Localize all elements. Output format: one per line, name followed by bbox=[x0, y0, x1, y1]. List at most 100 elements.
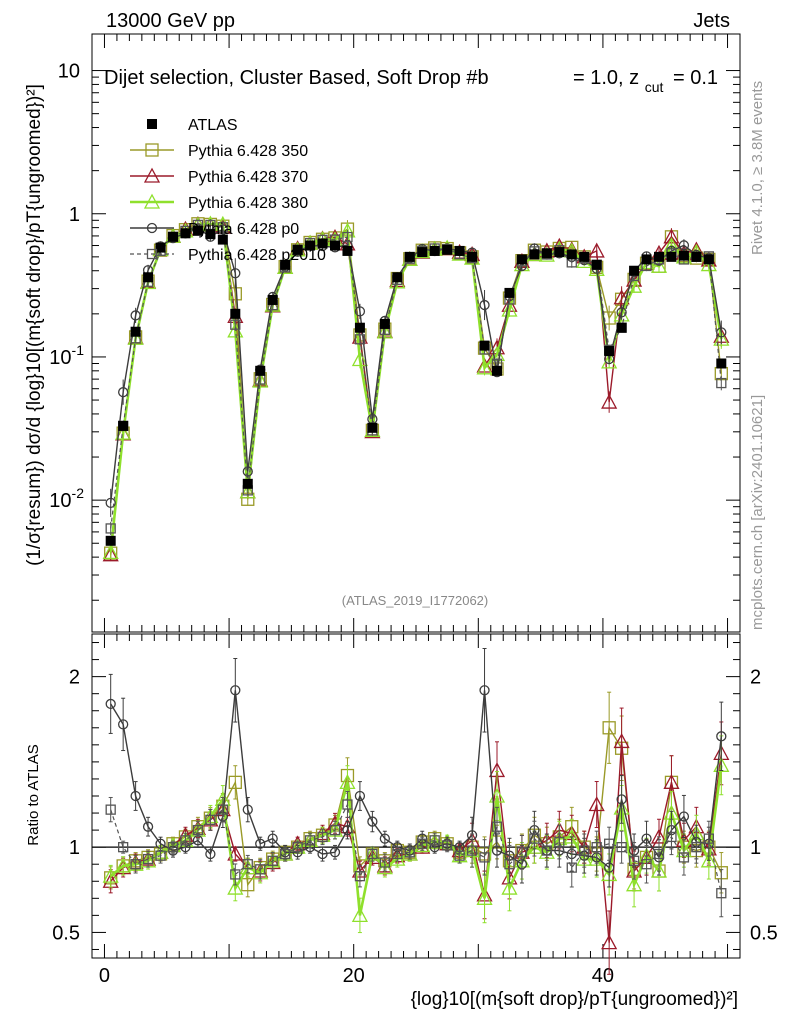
point-atlas bbox=[616, 322, 627, 333]
point-atlas bbox=[155, 242, 166, 253]
y-tick-label-base: 10 bbox=[49, 490, 71, 512]
point-atlas bbox=[267, 294, 278, 305]
y-tick-label-exp: -1 bbox=[72, 342, 85, 358]
y-tick-label-main: 10-1 bbox=[49, 342, 84, 369]
point-main-p380 bbox=[239, 483, 256, 499]
point-ratio-p2010 bbox=[304, 835, 316, 846]
point-ratio-p2010 bbox=[367, 848, 378, 860]
y-tick-label-ratio-right: 2 bbox=[750, 667, 761, 689]
point-ratio-p2010 bbox=[541, 845, 552, 856]
point-atlas bbox=[105, 535, 116, 546]
point-ratio-p2010 bbox=[167, 842, 179, 853]
point-main-p2010 bbox=[354, 334, 366, 345]
point-ratio-p2010 bbox=[192, 824, 204, 836]
point-atlas bbox=[604, 346, 615, 357]
point-ratio-p2010 bbox=[442, 840, 453, 851]
point-main-p380 bbox=[650, 257, 668, 273]
series-line-ratio-p2010 bbox=[110, 802, 722, 894]
point-ratio-p0 bbox=[118, 719, 129, 730]
point-ratio-p2010 bbox=[429, 835, 440, 846]
analysis-id: (ATLAS_2019_I1772062) bbox=[342, 593, 488, 608]
point-ratio-p2010 bbox=[703, 833, 714, 844]
point-ratio-p0 bbox=[255, 838, 266, 849]
point-ratio-p2010 bbox=[491, 821, 503, 832]
x-tick-label: 40 bbox=[592, 965, 614, 987]
point-ratio-p2010 bbox=[479, 852, 490, 863]
point-atlas bbox=[454, 245, 465, 256]
point-atlas bbox=[716, 358, 727, 369]
point-main-p380 bbox=[102, 544, 119, 560]
legend-label-p350: Pythia 6.428 350 bbox=[188, 143, 308, 160]
point-main-p0 bbox=[678, 240, 690, 251]
point-ratio-p2010 bbox=[653, 848, 665, 860]
mcplots-label: mcplots.cern.ch [arXiv:2401.10621] bbox=[749, 395, 766, 630]
point-atlas bbox=[379, 318, 390, 329]
point-atlas bbox=[305, 240, 316, 251]
plot-title-sub: cut bbox=[645, 79, 664, 95]
y-tick-label-main: 1 bbox=[69, 204, 80, 226]
point-atlas bbox=[342, 245, 353, 256]
point-ratio-p2010 bbox=[716, 888, 727, 899]
point-ratio-p0 bbox=[105, 698, 116, 710]
point-ratio-p2010 bbox=[354, 870, 366, 882]
point-ratio-p380 bbox=[501, 879, 518, 895]
legend-marker-atlas bbox=[147, 119, 157, 129]
point-ratio-p380 bbox=[102, 867, 119, 883]
y-tick-label-ratio-right: 1 bbox=[750, 837, 761, 859]
point-atlas bbox=[192, 225, 203, 236]
point-atlas bbox=[492, 365, 502, 376]
point-ratio-p2010 bbox=[392, 848, 403, 860]
point-atlas bbox=[392, 272, 403, 283]
point-atlas bbox=[330, 240, 340, 251]
point-atlas bbox=[629, 265, 640, 276]
point-ratio-p370 bbox=[663, 773, 680, 790]
point-ratio-p0 bbox=[242, 804, 253, 815]
point-ratio-p2010 bbox=[504, 859, 515, 870]
point-main-p0 bbox=[716, 327, 727, 338]
point-ratio-p0 bbox=[716, 731, 727, 742]
point-main-p2010 bbox=[217, 222, 228, 233]
y-tick-label-base: 10 bbox=[49, 347, 71, 369]
point-ratio-p0 bbox=[604, 862, 615, 873]
point-ratio-p2010 bbox=[155, 850, 166, 861]
x-tick-label: 20 bbox=[343, 965, 365, 987]
point-main-p0 bbox=[479, 299, 490, 311]
point-atlas bbox=[217, 234, 228, 245]
point-atlas bbox=[417, 247, 428, 258]
x-axis-title: {log}10[(m{soft drop}/pT{ungroomed})²] bbox=[411, 989, 738, 1010]
point-main-p370 bbox=[588, 242, 605, 258]
legend-label-p370: Pythia 6.428 370 bbox=[188, 169, 308, 186]
point-ratio-p350 bbox=[228, 775, 242, 790]
point-ratio-p350 bbox=[241, 878, 255, 892]
legend-marker-p370 bbox=[143, 167, 161, 183]
point-main-p0 bbox=[230, 268, 241, 279]
plot-title-main: Dijet selection, Cluster Based, Soft Dro… bbox=[104, 67, 489, 89]
x-tick-label: 0 bbox=[99, 965, 110, 987]
legend-label-p0: Pythia 6.428 p0 bbox=[188, 221, 299, 238]
point-main-p370 bbox=[102, 546, 119, 562]
point-atlas bbox=[118, 420, 129, 431]
point-ratio-p2010 bbox=[205, 814, 216, 826]
point-main-p380 bbox=[252, 372, 269, 388]
series-line-ratio-p0 bbox=[110, 690, 723, 869]
y-axis-main-title: (1/σ{resum}) dσ/d {log}10[(m{soft drop}/… bbox=[24, 84, 45, 566]
point-main-p0 bbox=[105, 497, 116, 509]
legend-label-p380: Pythia 6.428 380 bbox=[188, 195, 308, 212]
legend-label-p2010: Pythia 6.428 p2010 bbox=[188, 247, 326, 264]
point-atlas bbox=[504, 287, 515, 298]
point-main-p380 bbox=[501, 301, 518, 317]
point-atlas bbox=[529, 249, 540, 260]
point-main-p0 bbox=[616, 307, 627, 318]
legend-entry-atlas: ATLAS bbox=[147, 117, 238, 134]
point-main-p370 bbox=[613, 289, 630, 305]
point-ratio-p2010 bbox=[130, 859, 141, 870]
header-right: Jets bbox=[693, 10, 730, 32]
header-left: 13000 GeV pp bbox=[106, 10, 235, 32]
y-tick-label-ratio: 1 bbox=[69, 837, 80, 859]
legend-marker-p2010 bbox=[146, 248, 158, 260]
point-ratio-p0 bbox=[479, 685, 490, 696]
point-main-p380 bbox=[115, 424, 132, 440]
point-ratio-p0 bbox=[367, 816, 378, 827]
point-ratio-p0 bbox=[641, 833, 652, 844]
